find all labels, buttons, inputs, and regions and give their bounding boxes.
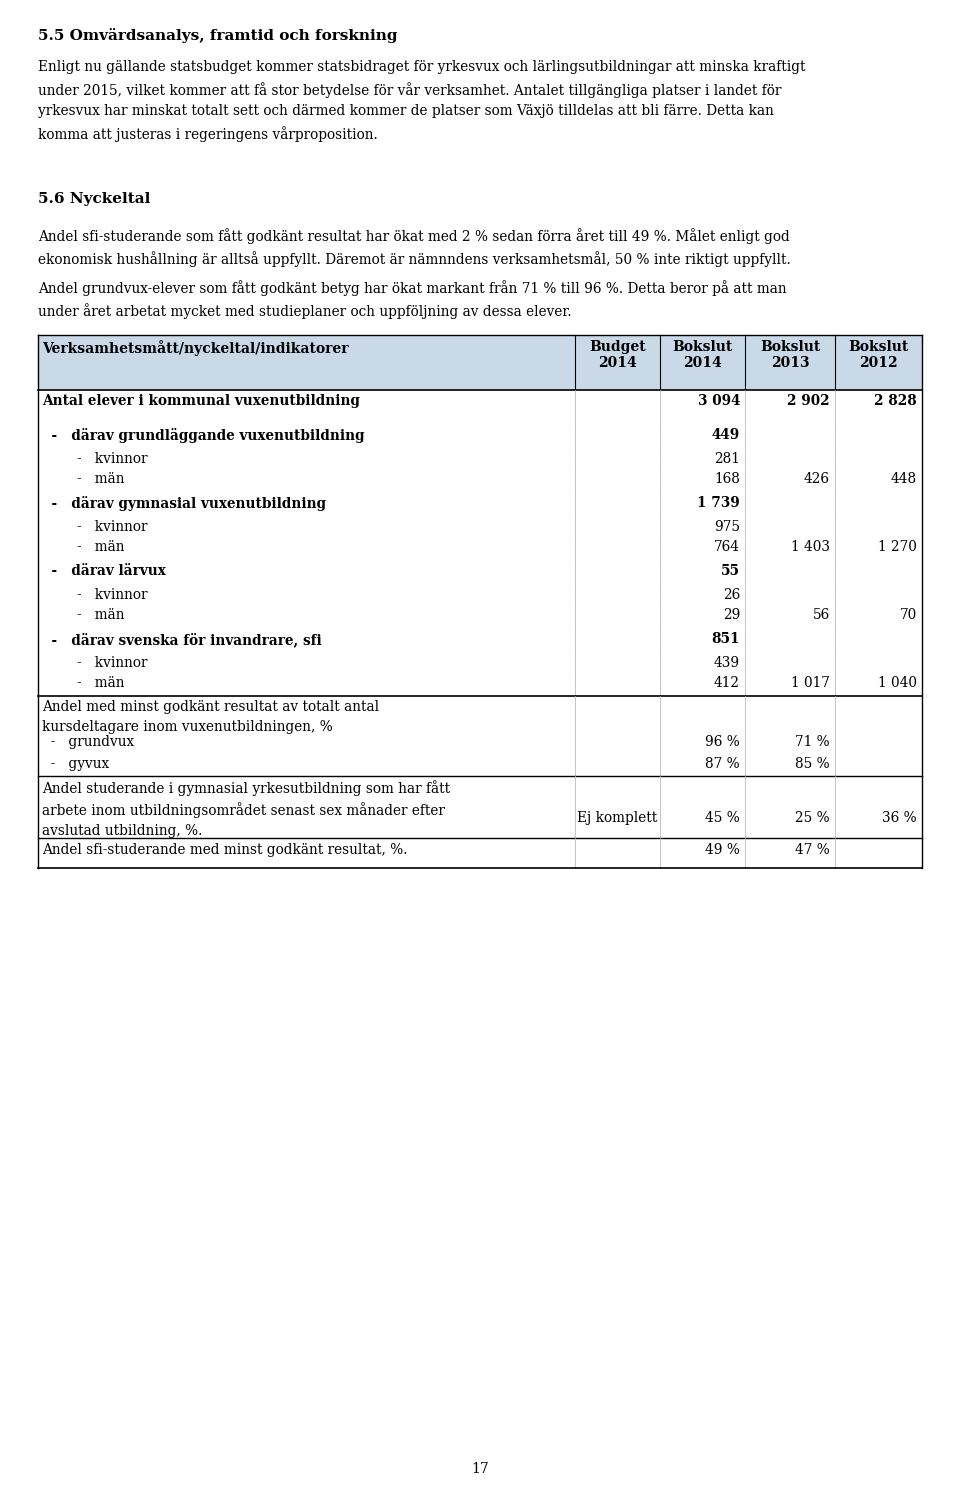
Text: Andel studerande i gymnasial yrkesutbildning som har fått
arbete inom utbildning: Andel studerande i gymnasial yrkesutbild…: [42, 780, 450, 837]
Text: Antal elever i kommunal vuxenutbildning: Antal elever i kommunal vuxenutbildning: [42, 394, 360, 407]
Text: 448: 448: [891, 471, 917, 486]
Text: 29: 29: [723, 609, 740, 622]
Text: 26: 26: [723, 588, 740, 601]
Text: -   kvinnor: - kvinnor: [42, 452, 148, 466]
Text: 85 %: 85 %: [796, 756, 830, 771]
Text: -   kvinnor: - kvinnor: [42, 588, 148, 601]
Text: 1 270: 1 270: [878, 540, 917, 554]
Text: -   därav grundläggande vuxenutbildning: - därav grundläggande vuxenutbildning: [42, 428, 365, 443]
Text: 851: 851: [711, 633, 740, 646]
Text: 281: 281: [714, 452, 740, 466]
Text: 975: 975: [714, 521, 740, 534]
Text: 36 %: 36 %: [882, 812, 917, 825]
Text: 439: 439: [714, 656, 740, 670]
Text: 2 828: 2 828: [875, 394, 917, 407]
Text: 1 017: 1 017: [791, 676, 830, 689]
Text: 49 %: 49 %: [706, 843, 740, 856]
Text: -   gyvux: - gyvux: [42, 756, 109, 771]
Text: 96 %: 96 %: [706, 736, 740, 749]
Text: 5.5 Omvärdsanalys, framtid och forskning: 5.5 Omvärdsanalys, framtid och forskning: [38, 28, 397, 43]
Text: 71 %: 71 %: [796, 736, 830, 749]
Text: Enligt nu gällande statsbudget kommer statsbidraget för yrkesvux och lärlingsutb: Enligt nu gällande statsbudget kommer st…: [38, 60, 805, 142]
Text: -   grundvux: - grundvux: [42, 736, 134, 749]
Text: 56: 56: [813, 609, 830, 622]
Text: 1 739: 1 739: [697, 495, 740, 510]
Text: Andel sfi-studerande som fått godkänt resultat har ökat med 2 % sedan förra året: Andel sfi-studerande som fått godkänt re…: [38, 228, 791, 267]
Text: Verksamhetsmått/nyckeltal/indikatorer: Verksamhetsmått/nyckeltal/indikatorer: [42, 340, 348, 357]
Text: -   män: - män: [42, 471, 125, 486]
Text: 17: 17: [471, 1462, 489, 1476]
Text: 3 094: 3 094: [698, 394, 740, 407]
Text: 2 902: 2 902: [787, 394, 830, 407]
Text: -   därav lärvux: - därav lärvux: [42, 564, 166, 577]
Text: Andel grundvux-elever som fått godkänt betyg har ökat markant från 71 % till 96 : Andel grundvux-elever som fått godkänt b…: [38, 280, 786, 319]
Text: -   kvinnor: - kvinnor: [42, 521, 148, 534]
Text: Budget
2014: Budget 2014: [589, 340, 646, 370]
Text: Bokslut
2014: Bokslut 2014: [672, 340, 732, 370]
Text: 45 %: 45 %: [706, 812, 740, 825]
Text: 55: 55: [721, 564, 740, 577]
Text: Bokslut
2012: Bokslut 2012: [849, 340, 908, 370]
Text: 412: 412: [714, 676, 740, 689]
Text: -   därav svenska för invandrare, sfi: - därav svenska för invandrare, sfi: [42, 633, 322, 648]
Text: 764: 764: [714, 540, 740, 554]
Text: 168: 168: [714, 471, 740, 486]
Text: 5.6 Nyckeltal: 5.6 Nyckeltal: [38, 192, 151, 206]
Text: Bokslut
2013: Bokslut 2013: [760, 340, 820, 370]
Text: 87 %: 87 %: [706, 756, 740, 771]
Text: 1 040: 1 040: [878, 676, 917, 689]
Text: Ej komplett: Ej komplett: [577, 812, 658, 825]
Text: 70: 70: [900, 609, 917, 622]
Text: 449: 449: [711, 428, 740, 442]
Text: 47 %: 47 %: [795, 843, 830, 856]
Text: Andel med minst godkänt resultat av totalt antal
kursdeltagare inom vuxenutbildn: Andel med minst godkänt resultat av tota…: [42, 700, 379, 734]
Text: -   män: - män: [42, 609, 125, 622]
Text: 25 %: 25 %: [796, 812, 830, 825]
Text: -   därav gymnasial vuxenutbildning: - därav gymnasial vuxenutbildning: [42, 495, 326, 510]
Text: Andel sfi-studerande med minst godkänt resultat, %.: Andel sfi-studerande med minst godkänt r…: [42, 843, 407, 856]
Text: -   män: - män: [42, 540, 125, 554]
Text: 426: 426: [804, 471, 830, 486]
Bar: [38, 336, 922, 389]
Text: 1 403: 1 403: [791, 540, 830, 554]
Text: -   kvinnor: - kvinnor: [42, 656, 148, 670]
Text: -   män: - män: [42, 676, 125, 689]
